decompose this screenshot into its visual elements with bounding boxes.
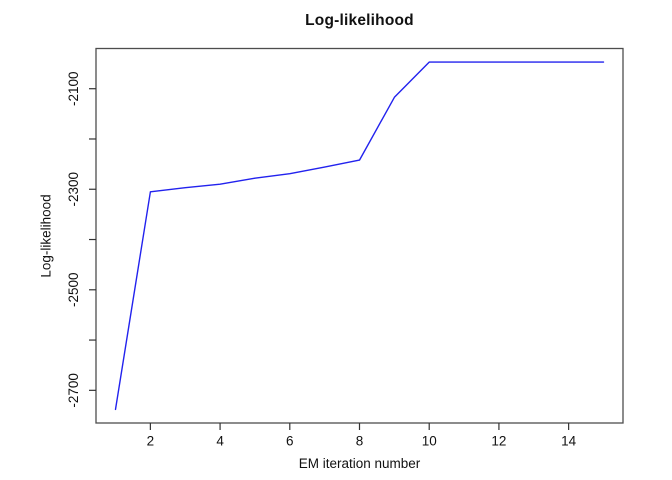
x-tick-label: 6 — [286, 434, 294, 449]
x-tick-label: 2 — [147, 434, 155, 449]
x-tick-label: 4 — [216, 434, 224, 449]
x-tick-label: 14 — [561, 434, 577, 449]
x-tick-label: 10 — [422, 434, 437, 449]
x-axis-label: EM iteration number — [298, 456, 421, 471]
y-tick-label: -2700 — [66, 373, 81, 408]
y-tick-label: -2100 — [66, 71, 81, 106]
x-tick-label: 8 — [356, 434, 364, 449]
plot-title: Log-likelihood — [305, 12, 414, 29]
plot-box — [95, 47, 624, 424]
loglik-line — [114, 61, 605, 411]
y-axis-label-text: Log-likelihood — [38, 194, 54, 278]
x-tick-label: 12 — [491, 434, 506, 449]
y-tick-label: -2500 — [66, 273, 81, 308]
y-tick-label: -2300 — [66, 172, 81, 207]
